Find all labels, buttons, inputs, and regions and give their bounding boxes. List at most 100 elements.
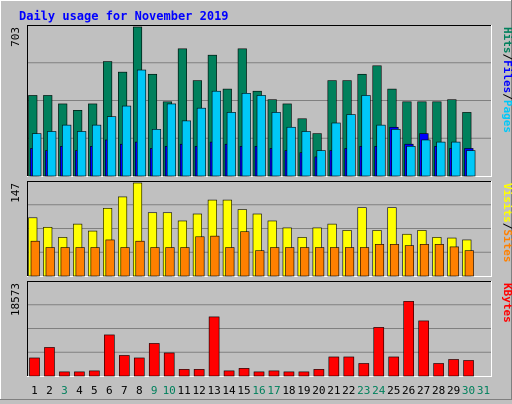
x-tick-label-day-1: 1 — [31, 384, 38, 397]
bar-sites-day-3 — [60, 247, 70, 277]
bar-pages-day-23 — [361, 95, 371, 177]
bar-pages-day-14 — [226, 112, 236, 177]
bar-pages-day-16 — [256, 95, 266, 177]
x-tick-label-day-19: 19 — [297, 384, 310, 397]
x-tick-label-day-29: 29 — [447, 384, 460, 397]
bar-pages-day-30 — [466, 150, 476, 177]
bar-sites-day-6 — [105, 239, 115, 277]
bar-kbytes-day-29 — [448, 359, 459, 377]
bar-pages-day-15 — [241, 93, 251, 177]
panel-visits-sites: 147 Visits/Sites — [9, 181, 512, 277]
bar-kbytes-day-20 — [313, 369, 325, 377]
bar-kbytes-day-21 — [328, 356, 340, 377]
legend-entry: Visits — [501, 183, 512, 223]
y-max-label: 147 — [9, 183, 22, 203]
x-tick-label-day-31: 31 — [477, 384, 490, 397]
bar-kbytes-day-17 — [268, 370, 280, 377]
y-max-label: 18573 — [9, 283, 22, 316]
x-tick-label-day-2: 2 — [46, 384, 53, 397]
x-tick-label-day-15: 15 — [237, 384, 250, 397]
bar-sites-day-2 — [45, 247, 55, 277]
bar-sites-day-7 — [120, 247, 130, 277]
bar-kbytes-day-5 — [89, 370, 100, 377]
panel-kbytes: 18573 KBytes — [9, 281, 512, 377]
bar-sites-day-4 — [75, 247, 85, 277]
legend-kbytes: KBytes — [501, 283, 512, 323]
bar-sites-day-12 — [195, 236, 205, 277]
x-tick-label-day-3: 3 — [61, 384, 68, 397]
bar-sites-day-13 — [210, 235, 220, 277]
bar-pages-day-19 — [301, 131, 311, 177]
bar-sites-day-25 — [389, 244, 400, 277]
legend-entry: Hits — [501, 27, 512, 54]
bar-kbytes-day-6 — [104, 334, 115, 377]
bar-kbytes-day-30 — [463, 360, 474, 377]
bar-kbytes-day-18 — [283, 371, 295, 377]
bar-pages-day-28 — [436, 141, 446, 177]
bar-kbytes-day-26 — [403, 301, 414, 377]
x-tick-label-day-12: 12 — [193, 384, 206, 397]
bar-pages-day-29 — [451, 141, 461, 177]
bar-kbytes-day-28 — [433, 363, 444, 377]
bar-pages-day-13 — [211, 90, 221, 177]
x-tick-label-day-21: 21 — [327, 384, 340, 397]
bar-sites-day-11 — [180, 247, 190, 277]
bar-sites-day-15 — [240, 231, 250, 277]
bar-pages-day-10 — [166, 103, 177, 177]
x-tick-label-day-7: 7 — [121, 384, 128, 397]
bar-sites-day-1 — [30, 240, 40, 277]
bar-sites-day-18 — [285, 247, 295, 277]
bar-pages-day-20 — [316, 150, 326, 177]
bar-sites-day-10 — [165, 247, 175, 277]
x-tick-label-day-13: 13 — [207, 384, 220, 397]
bar-kbytes-day-14 — [223, 370, 235, 377]
bar-pages-day-7 — [122, 105, 132, 177]
bar-sites-day-17 — [270, 247, 280, 277]
bar-sites-day-16 — [255, 250, 265, 277]
x-tick-label-day-11: 11 — [178, 384, 191, 397]
bar-kbytes-day-8 — [133, 357, 145, 377]
x-tick-label-day-10: 10 — [163, 384, 176, 397]
bar-pages-day-17 — [271, 112, 281, 177]
x-axis-day-labels: 1 2 3 4 5 6 7 8 9 10 11 12 13 14 15 16 17 18 19 20 21 22 23 24 2… — [31, 384, 490, 397]
bar-sites-day-21 — [330, 247, 340, 277]
legend-entry: / — [501, 223, 512, 230]
bar-sites-day-20 — [315, 247, 325, 277]
x-tick-label-day-25: 25 — [387, 384, 400, 397]
chart-title: Daily usage for November 2019 — [19, 9, 229, 23]
bar-kbytes-day-13 — [208, 316, 220, 377]
bar-pages-day-1 — [32, 133, 42, 177]
bar-sites-day-14 — [225, 247, 235, 277]
x-tick-label-day-28: 28 — [432, 384, 445, 397]
bar-sites-day-27 — [419, 244, 429, 277]
legend-entry: Pages — [501, 100, 512, 133]
x-tick-label-day-20: 20 — [312, 384, 325, 397]
x-tick-label-day-5: 5 — [91, 384, 98, 397]
legend-visits-sites: Visits/Sites — [501, 183, 512, 263]
bar-sites-day-9 — [150, 247, 160, 277]
bar-pages-day-22 — [346, 114, 356, 177]
bar-sites-day-8 — [135, 240, 145, 277]
x-tick-label-day-26: 26 — [402, 384, 415, 397]
bar-kbytes-day-12 — [193, 369, 205, 377]
bar-pages-day-21 — [331, 122, 341, 177]
x-tick-label-day-14: 14 — [222, 384, 236, 397]
bar-kbytes-day-15 — [238, 368, 250, 377]
bar-sites-day-30 — [464, 250, 474, 277]
x-tick-label-day-16: 16 — [252, 384, 265, 397]
bar-kbytes-day-19 — [298, 371, 310, 377]
legend-entry: Files — [501, 60, 512, 93]
bar-pages-day-24 — [376, 124, 386, 177]
bar-kbytes-day-11 — [178, 369, 190, 377]
legend-entry: Sites — [501, 229, 512, 262]
bar-kbytes-day-7 — [119, 355, 130, 377]
bar-pages-day-18 — [286, 126, 296, 177]
x-tick-label-day-27: 27 — [417, 384, 430, 397]
bar-sites-day-24 — [374, 244, 385, 277]
x-tick-label-day-8: 8 — [136, 384, 143, 397]
legend-hits-files-pages: Hits/Files/Pages — [501, 27, 512, 133]
bar-sites-day-19 — [300, 247, 310, 277]
y-max-label: 703 — [9, 27, 22, 47]
